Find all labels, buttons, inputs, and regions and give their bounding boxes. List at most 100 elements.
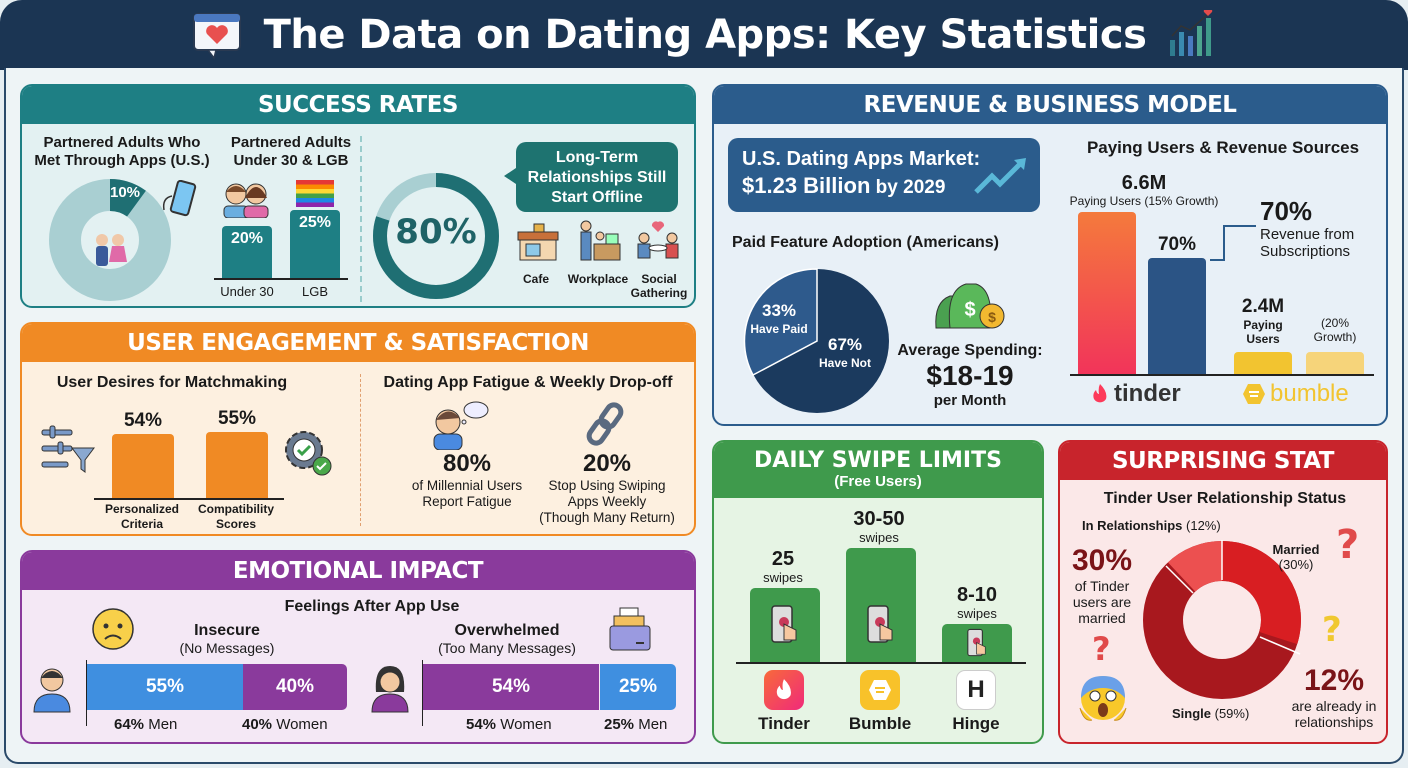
swipe-axis — [736, 662, 1026, 664]
met-apps-value: 10% — [110, 184, 141, 201]
svg-text:$: $ — [988, 309, 996, 325]
divider — [360, 374, 361, 526]
lgb-label: LGB — [301, 284, 328, 299]
bumble-logo: bumble — [1242, 380, 1349, 408]
growth-chart-icon — [1170, 10, 1213, 56]
compatibility-value: 55% — [217, 408, 257, 429]
tinder-swipe-value: 25 — [771, 548, 795, 570]
single-label: Single (59%) — [1172, 706, 1250, 721]
in-rel-stat-desc: are already in relationships — [1291, 698, 1377, 730]
lgb-value: 25% — [298, 214, 332, 231]
overwhelmed-title: Overwhelmed — [454, 622, 560, 639]
overwhelmed-men-bar: 25% — [600, 664, 676, 710]
engagement-title: USER ENGAGEMENT & SATISFACTION — [22, 324, 694, 362]
divider — [360, 136, 362, 302]
married-label: Married (30%) — [1272, 542, 1320, 572]
question-mark-icon: ? — [1336, 522, 1360, 568]
callout-connector — [1210, 225, 1256, 261]
overwhelmed-men-caption: 25% Men — [604, 716, 668, 733]
header: The Data on Dating Apps: Key Statistics — [0, 0, 1408, 70]
subs-value: 70% — [1260, 196, 1313, 226]
spending-unit: per Month — [933, 392, 1007, 409]
revenue-panel: REVENUE & BUSINESS MODEL U.S. Dating App… — [712, 84, 1388, 426]
fatigue-title: Dating App Fatigue & Weekly Drop-off — [383, 374, 673, 391]
personalized-label: Personalized Criteria — [104, 502, 180, 531]
compatibility-bar — [206, 432, 268, 498]
tinder-swipe-unit: swipes — [763, 570, 803, 585]
compatibility-label: Compatibility Scores — [197, 502, 274, 531]
tinder-users-value: 6.6M — [1121, 172, 1167, 194]
workplace-icon — [580, 220, 621, 261]
revenue-axis — [1070, 374, 1374, 376]
bumble-swipe-value: 30-50 — [853, 508, 905, 530]
have-not-label: 67% Have Not — [818, 335, 871, 371]
filter-sliders-icon — [41, 425, 95, 473]
bumble-hex-icon — [1243, 384, 1265, 404]
met-apps-donut-chart — [49, 179, 171, 301]
phone-icon — [162, 180, 197, 217]
personalized-bar — [112, 434, 174, 498]
insecure-title: Insecure — [194, 622, 260, 639]
emotional-title: EMOTIONAL IMPACT — [22, 552, 694, 590]
shocked-face-icon — [1079, 676, 1127, 721]
under30-bar — [222, 226, 272, 278]
overwhelmed-sub: (Too Many Messages) — [438, 640, 576, 656]
question-mark-icon: ? — [1092, 630, 1111, 668]
under30-lgb-title: Partnered Adults Under 30 & LGB — [230, 134, 352, 169]
offline-callout: Long-Term Relationships Still Start Offlin… — [516, 142, 678, 212]
in-rel-stat-value: 12% — [1303, 664, 1365, 697]
subs-label: Revenue from Subscriptions — [1260, 226, 1355, 260]
place-cafe: Cafe — [522, 272, 549, 286]
sad-face-icon — [92, 608, 134, 650]
hinge-app-label: Hinge — [952, 714, 1000, 733]
spending-value: $18-19 — [926, 360, 1014, 391]
revenue-title: REVENUE & BUSINESS MODEL — [714, 86, 1386, 124]
insecure-women-bar: 40% — [243, 664, 347, 710]
relationship-donut-chart — [1143, 540, 1301, 699]
overwhelmed-women-caption: 54% Women — [466, 716, 552, 733]
tinder-subs-value: 70% — [1157, 234, 1197, 255]
hive-icon — [869, 680, 891, 700]
bumble-swipe-bar — [846, 548, 916, 662]
page-title: The Data on Dating Apps: Key Statistics — [263, 12, 1147, 58]
hinge-app-icon: H — [956, 670, 996, 710]
cafe-icon — [517, 223, 559, 261]
offline-donut-chart — [373, 173, 499, 299]
bumble-users-value: 2.4M — [1241, 296, 1285, 317]
question-mark-icon: ? — [1322, 610, 1342, 650]
heart-message-icon — [192, 13, 241, 60]
insecure-men-bar: 55% — [87, 664, 243, 710]
desires-title: User Desires for Matchmaking — [56, 374, 288, 391]
tired-person-icon — [433, 401, 489, 450]
engagement-panel: USER ENGAGEMENT & SATISFACTION User Desi… — [20, 322, 696, 536]
callout-pointer — [504, 168, 516, 184]
desires-axis — [94, 498, 284, 500]
man-avatar-icon — [33, 668, 71, 713]
offline-value: 80% — [395, 212, 477, 252]
tinder-app-label: Tinder — [758, 714, 810, 733]
tinder-logo: tinder — [1090, 380, 1181, 408]
surprising-stat-panel: SURPRISING STAT Tinder User Relationship… — [1058, 440, 1388, 744]
bumble-growth-bar — [1306, 352, 1364, 374]
success-rates-title: SUCCESS RATES — [22, 86, 694, 124]
dropoff-desc: Stop Using Swiping Apps Weekly (Though Man… — [539, 478, 675, 525]
feelings-subtitle: Feelings After App Use — [284, 598, 460, 615]
bumble-growth-label: (20% Growth) — [1313, 316, 1357, 344]
adoption-pie-chart — [743, 268, 889, 413]
hinge-swipe-unit: swipes — [957, 606, 997, 621]
flame-icon — [776, 679, 791, 700]
insecure-women-caption: 40% Women — [242, 716, 328, 733]
axis-line — [422, 660, 423, 726]
bumble-swipe-unit: swipes — [859, 530, 899, 545]
insecure-men-caption: 64% Men — [114, 716, 178, 733]
bar-axis — [214, 278, 348, 280]
phone-tap-icon — [867, 605, 893, 643]
social-gathering-icon — [637, 221, 679, 259]
have-paid-label: 33% Have Paid — [750, 301, 808, 337]
gear-check-icon — [285, 431, 332, 476]
broken-chain-icon — [586, 402, 624, 446]
paying-title: Paying Users & Revenue Sources — [1086, 138, 1360, 157]
hinge-swipe-value: 8-10 — [956, 584, 998, 606]
married-stat-value: 30% — [1071, 544, 1133, 577]
spending-label: Average Spending: — [897, 342, 1043, 359]
